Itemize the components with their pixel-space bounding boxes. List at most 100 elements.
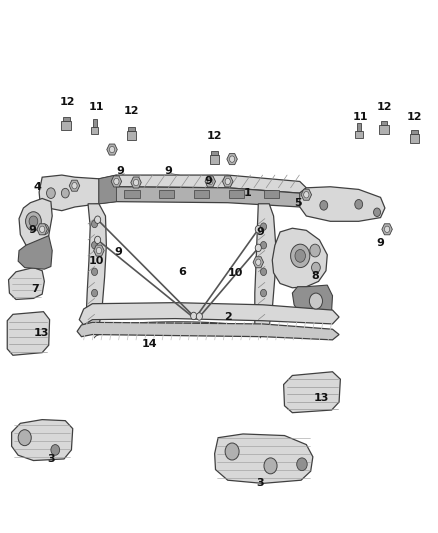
Circle shape (92, 220, 98, 228)
Polygon shape (255, 204, 276, 333)
Text: 9: 9 (115, 247, 123, 257)
Text: 12: 12 (60, 96, 75, 107)
Text: 9: 9 (205, 176, 212, 187)
Circle shape (110, 147, 115, 153)
Bar (210, 155, 219, 164)
Circle shape (92, 241, 98, 249)
Circle shape (264, 458, 277, 474)
Text: 14: 14 (141, 338, 157, 349)
Circle shape (29, 216, 38, 227)
Bar (124, 190, 140, 198)
Text: 3: 3 (47, 454, 55, 464)
Text: 9: 9 (165, 166, 173, 176)
Circle shape (261, 289, 267, 297)
Bar (91, 127, 99, 134)
Polygon shape (77, 322, 339, 340)
Circle shape (311, 262, 320, 273)
Circle shape (40, 224, 49, 235)
Bar (357, 124, 360, 132)
Text: 5: 5 (294, 198, 301, 208)
Text: 11: 11 (353, 111, 369, 122)
Polygon shape (12, 419, 73, 461)
Polygon shape (205, 176, 215, 187)
Text: 12: 12 (406, 111, 422, 122)
Circle shape (25, 212, 41, 231)
Text: 6: 6 (178, 267, 186, 277)
Polygon shape (223, 176, 233, 187)
Circle shape (225, 443, 239, 460)
Polygon shape (19, 198, 52, 248)
Circle shape (374, 208, 381, 216)
Circle shape (46, 188, 55, 198)
Polygon shape (215, 434, 313, 483)
Circle shape (92, 268, 98, 276)
Text: 7: 7 (31, 284, 39, 294)
Polygon shape (69, 180, 80, 191)
Polygon shape (99, 175, 306, 193)
Text: 12: 12 (207, 131, 223, 141)
Polygon shape (39, 175, 99, 211)
Bar (159, 190, 174, 198)
Bar (127, 131, 137, 140)
Polygon shape (107, 144, 117, 155)
Circle shape (39, 226, 45, 232)
Circle shape (320, 200, 328, 210)
Circle shape (310, 244, 320, 257)
Circle shape (134, 179, 139, 185)
Circle shape (295, 249, 305, 262)
Bar (211, 151, 218, 155)
Polygon shape (111, 176, 122, 187)
Polygon shape (227, 154, 237, 165)
Bar (381, 122, 387, 125)
Circle shape (255, 225, 261, 233)
Polygon shape (272, 228, 327, 288)
Polygon shape (79, 303, 339, 325)
Circle shape (290, 244, 310, 268)
Text: 9: 9 (28, 225, 36, 236)
Polygon shape (86, 204, 106, 332)
Circle shape (196, 313, 202, 320)
Circle shape (230, 156, 235, 163)
Circle shape (95, 236, 101, 244)
Circle shape (72, 182, 77, 189)
Text: 4: 4 (34, 182, 42, 192)
Circle shape (96, 247, 102, 254)
Text: 8: 8 (311, 271, 319, 280)
Bar (229, 190, 244, 198)
Text: 10: 10 (88, 256, 103, 266)
Bar (194, 190, 209, 198)
Polygon shape (37, 224, 47, 235)
Circle shape (304, 191, 309, 198)
Circle shape (61, 188, 69, 198)
Text: 9: 9 (377, 238, 385, 247)
Circle shape (261, 241, 267, 249)
Circle shape (297, 458, 307, 471)
Circle shape (208, 178, 213, 184)
Text: 11: 11 (89, 102, 105, 112)
Text: 9: 9 (257, 227, 265, 237)
Polygon shape (131, 177, 141, 188)
Polygon shape (9, 268, 44, 300)
Polygon shape (382, 224, 392, 235)
Text: 10: 10 (228, 268, 243, 278)
Circle shape (261, 223, 267, 230)
Polygon shape (292, 285, 332, 320)
Circle shape (385, 226, 390, 232)
Text: 13: 13 (314, 393, 329, 403)
Circle shape (225, 178, 230, 184)
Polygon shape (18, 236, 52, 269)
Polygon shape (94, 245, 104, 256)
Text: 2: 2 (224, 312, 232, 322)
Circle shape (114, 178, 119, 184)
Bar (355, 132, 363, 138)
Bar (92, 119, 96, 127)
Polygon shape (99, 175, 117, 204)
Bar (61, 121, 71, 130)
Text: 13: 13 (34, 328, 49, 338)
Circle shape (51, 445, 60, 455)
Bar (128, 127, 135, 131)
Polygon shape (301, 189, 311, 200)
Bar (411, 130, 418, 134)
Bar (63, 117, 70, 121)
Polygon shape (99, 187, 306, 207)
